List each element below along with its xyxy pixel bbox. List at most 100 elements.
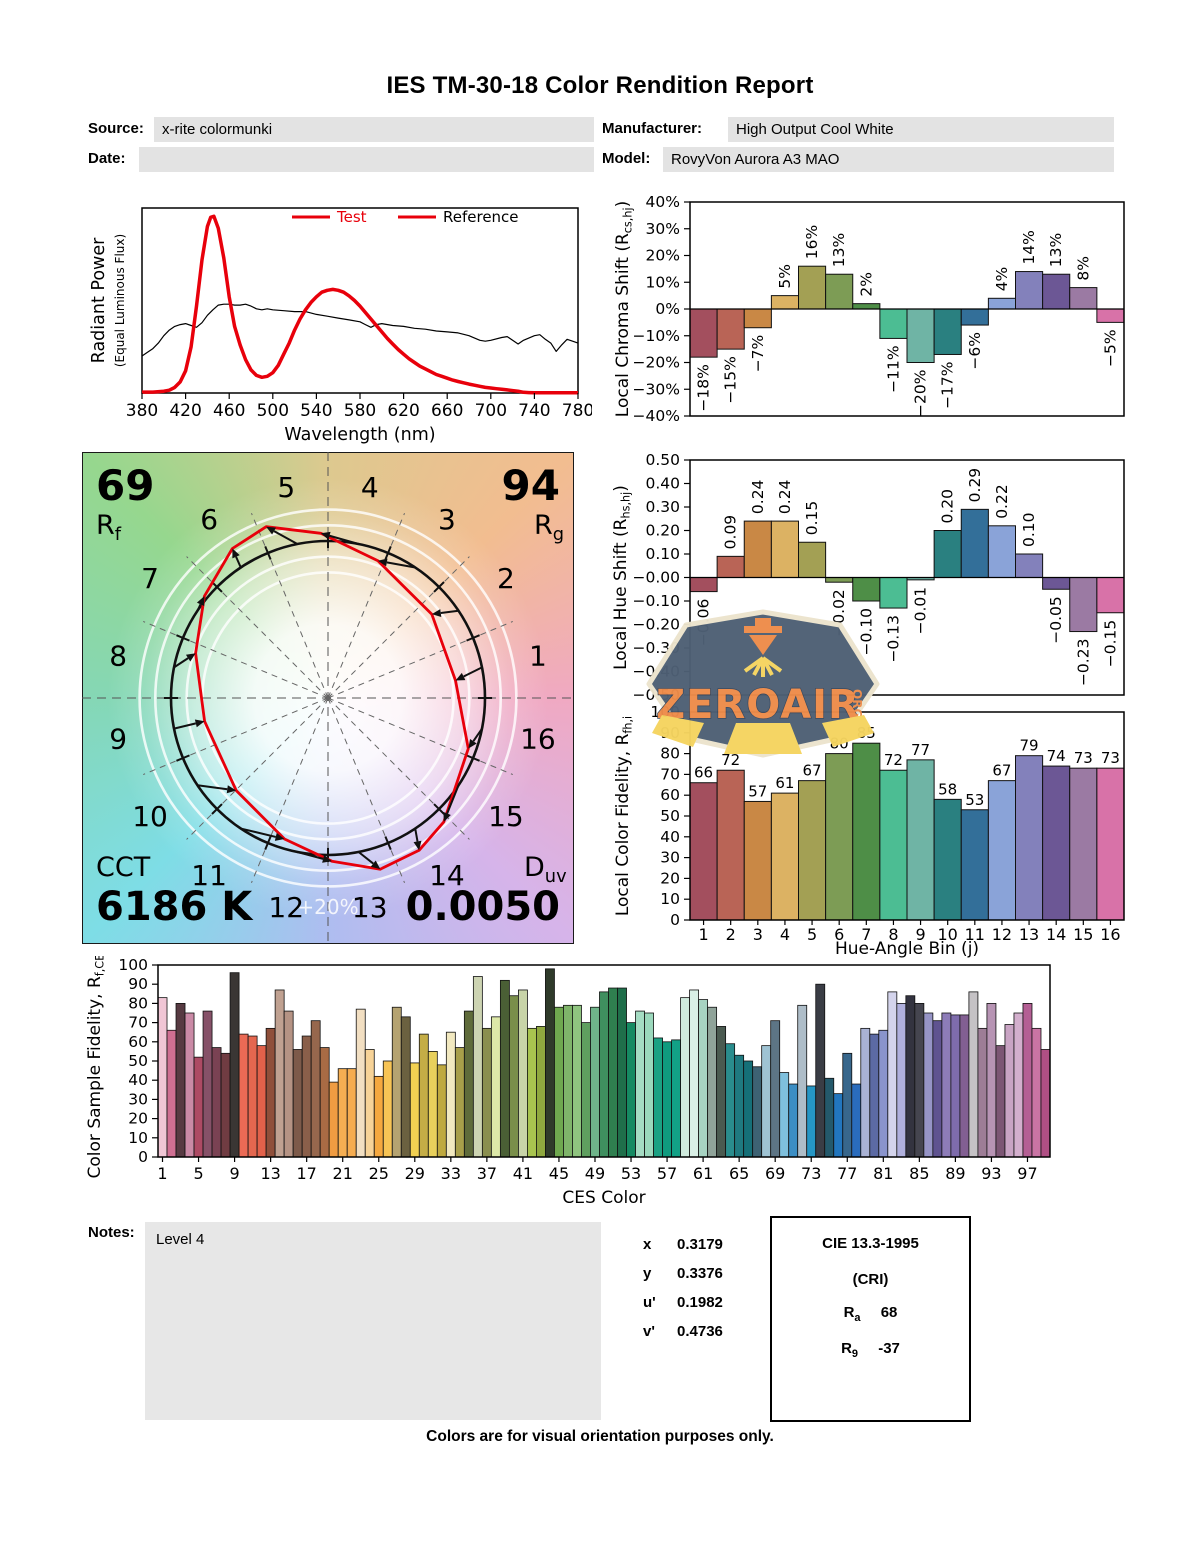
svg-text:500: 500	[257, 401, 289, 421]
color-vector-graphic: 1 2 3 4 5 6 7 8 9 10 11 12 13 14 15 16 +20% 69 Rf 94 Rg CCT 61…	[82, 452, 574, 949]
spd-chart: 380 420 460 500 540 580 620 660 700 740 780 Wavelen…	[80, 190, 594, 453]
local-chroma-shift-chart: −40% −30% −20% −10% 0% 10% 20% 30% 40% −18% −15% −7…	[612, 186, 1192, 439]
chromaticity-row-x: x 0.3179	[643, 1230, 763, 1259]
svg-text:73: 73	[1074, 749, 1093, 767]
source-value: x-rite colormunki	[154, 117, 594, 142]
svg-text:40: 40	[128, 1071, 148, 1089]
svg-text:10: 10	[660, 890, 680, 908]
svg-text:(Equal Luminous Flux): (Equal Luminous Flux)	[113, 234, 127, 367]
cie-r9-value: -37	[878, 1340, 900, 1357]
page-title: IES TM-30-18 Color Rendition Report	[386, 72, 814, 99]
svg-text:7: 7	[861, 925, 871, 944]
svg-text:10%: 10%	[646, 273, 680, 291]
svg-text:9: 9	[915, 925, 925, 944]
svg-text:12: 12	[268, 891, 304, 924]
svg-text:8: 8	[109, 639, 127, 672]
svg-text:−0.30: −0.30	[633, 639, 681, 657]
svg-text:0.09: 0.09	[722, 515, 740, 550]
svg-text:5: 5	[193, 1164, 203, 1183]
svg-text:4%: 4%	[993, 267, 1011, 292]
svg-text:Local Color Fidelity, Rfh,i: Local Color Fidelity, Rfh,i	[613, 716, 635, 916]
cie-ra-label: R	[843, 1304, 855, 1321]
cie-r9-row: R9 -37	[772, 1340, 969, 1360]
svg-text:420: 420	[169, 401, 201, 421]
svg-text:1: 1	[529, 639, 547, 672]
svg-text:14: 14	[429, 859, 465, 892]
cie-title: CIE 13.3-1995	[822, 1235, 919, 1252]
svg-text:1: 1	[157, 1164, 167, 1183]
svg-text:33: 33	[441, 1164, 461, 1183]
chromaticity-table: x 0.3179 y 0.3376 u' 0.1982 v' 0.4736	[643, 1230, 763, 1346]
svg-text:53: 53	[965, 791, 984, 809]
svg-text:13: 13	[1019, 925, 1039, 944]
svg-text:0.15: 0.15	[803, 501, 821, 536]
svg-text:13: 13	[352, 891, 388, 924]
svg-text:−0.10: −0.10	[633, 592, 681, 610]
svg-text:13%: 13%	[830, 233, 848, 267]
svg-text:−7%: −7%	[749, 335, 767, 373]
svg-text:4: 4	[361, 471, 379, 504]
svg-text:10: 10	[132, 800, 168, 833]
svg-text:0.24: 0.24	[749, 480, 767, 515]
svg-text:780: 780	[562, 401, 592, 421]
svg-text:2: 2	[726, 925, 736, 944]
svg-text:Test: Test	[336, 208, 367, 226]
svg-text:90: 90	[128, 975, 148, 993]
svg-text:6: 6	[834, 925, 844, 944]
svg-text:620: 620	[387, 401, 419, 421]
svg-text:−17%: −17%	[939, 361, 957, 408]
svg-text:73: 73	[1101, 749, 1120, 767]
svg-text:660: 660	[431, 401, 463, 421]
svg-text:−20%: −20%	[633, 354, 680, 372]
svg-text:380: 380	[126, 401, 158, 421]
svg-text:40: 40	[660, 828, 680, 846]
svg-text:7: 7	[141, 562, 159, 595]
svg-text:Hue-Angle Bin (j): Hue-Angle Bin (j)	[835, 939, 979, 959]
svg-text:−0.02: −0.02	[830, 589, 848, 637]
svg-text:20: 20	[660, 869, 680, 887]
chromaticity-row-u: u' 0.1982	[643, 1288, 763, 1317]
svg-text:0.29: 0.29	[966, 468, 984, 503]
svg-text:57: 57	[657, 1164, 677, 1183]
cie-ra-row: Ra 68	[772, 1304, 969, 1324]
cie-r9-label: R	[841, 1340, 852, 1357]
svg-text:13: 13	[260, 1164, 280, 1183]
svg-text:74: 74	[1047, 747, 1066, 765]
chromaticity-row-y: y 0.3376	[643, 1259, 763, 1288]
svg-text:−15%: −15%	[722, 356, 740, 403]
svg-text:CES Color: CES Color	[562, 1188, 645, 1208]
svg-text:0.40: 0.40	[645, 475, 680, 493]
manufacturer-value: High Output Cool White	[728, 117, 1114, 142]
svg-text:72: 72	[884, 751, 903, 769]
svg-text:−0.40: −0.40	[633, 663, 681, 681]
svg-text:16%: 16%	[803, 225, 821, 259]
color-sample-fidelity-chart: 0 10 20 30 40 50 60 70 80 90 100 1 5 9 13 17 21 25 29 33 37 4…	[84, 944, 1194, 1213]
svg-text:60: 60	[128, 1033, 148, 1051]
svg-text:13%: 13%	[1047, 233, 1065, 267]
svg-text:12: 12	[992, 925, 1012, 944]
svg-text:−0.01: −0.01	[912, 587, 930, 635]
svg-text:−18%: −18%	[695, 364, 713, 411]
svg-text:−0.10: −0.10	[857, 608, 875, 656]
svg-text:37: 37	[477, 1164, 497, 1183]
notes-label: Notes:	[88, 1224, 135, 1241]
svg-text:70: 70	[660, 765, 680, 783]
chromaticity-value: 0.3376	[677, 1265, 723, 1282]
chromaticity-label: y	[643, 1265, 652, 1282]
chromaticity-label: v'	[643, 1323, 655, 1340]
svg-text:80: 80	[660, 745, 680, 763]
svg-text:100: 100	[118, 956, 148, 974]
svg-text:5: 5	[807, 925, 817, 944]
svg-text:Duv: Duv	[524, 852, 567, 887]
svg-text:0.20: 0.20	[645, 522, 680, 540]
svg-text:−6%: −6%	[966, 332, 984, 370]
svg-text:0.0050: 0.0050	[406, 884, 560, 930]
svg-text:Reference: Reference	[443, 208, 519, 226]
chromaticity-label: x	[643, 1236, 652, 1253]
chromaticity-label: u'	[643, 1294, 656, 1311]
local-color-fidelity-chart: 0 10 20 30 40 50 60 70 80 90 100 66 72 57 61 67 80 85 72 77…	[612, 698, 1192, 965]
svg-text:93: 93	[981, 1164, 1001, 1183]
cie-r9-sub: 9	[851, 1348, 859, 1360]
svg-text:−0.06: −0.06	[695, 599, 713, 647]
svg-text:540: 540	[300, 401, 332, 421]
